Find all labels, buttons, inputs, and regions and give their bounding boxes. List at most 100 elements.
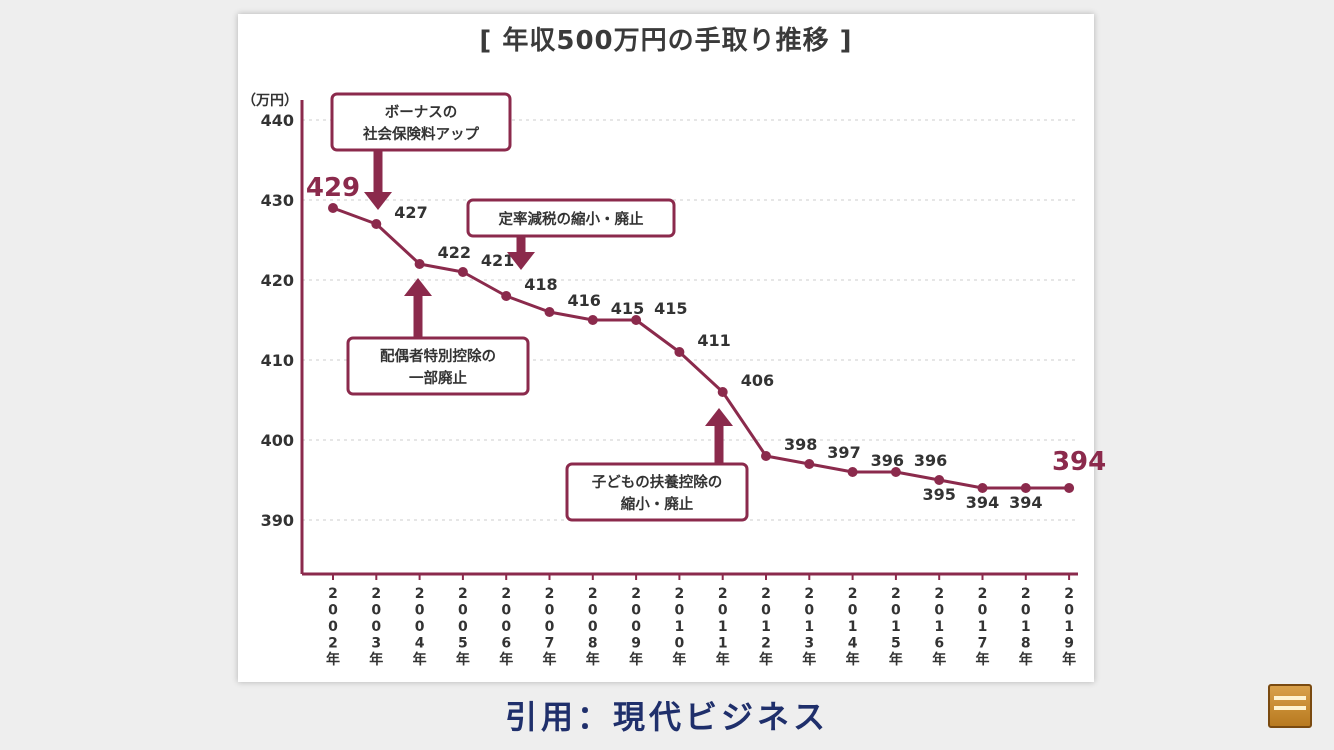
data-point [631,315,642,325]
x-tick-label: 9 [1064,636,1074,652]
x-tick-label: 2 [718,586,728,602]
x-tick-label: 2 [978,586,988,602]
x-tick-label: 0 [1021,603,1031,619]
annotation-text: 配偶者特別控除の [380,347,496,365]
x-tick-label: 0 [848,603,858,619]
x-tick-label: 1 [978,619,988,635]
x-tick-label: 2 [891,586,901,602]
x-tick-label: 年 [1062,651,1076,668]
annotation-box [330,92,512,152]
chart-title: [ 年収500万円の手取り推移 ] [479,26,853,56]
x-tick-label: 年 [1019,651,1033,668]
x-tick-label: 0 [718,603,728,619]
x-tick-label: 1 [891,619,901,635]
x-tick-label: 年 [499,651,513,668]
data-label: 422 [438,243,471,262]
annotation-box [466,198,676,238]
annotation-arrow-head [404,278,432,296]
x-tick-label: 5 [458,636,468,652]
data-label: 395 [922,485,955,504]
x-tick-label: 4 [415,636,425,652]
y-tick-label: 440 [261,111,294,130]
x-tick-label: 1 [1021,619,1031,635]
annotation-arrow-shaft [413,296,423,338]
x-tick-label: 1 [934,619,944,635]
x-tick-label: 0 [458,603,468,619]
x-tick-label: 1 [718,619,728,635]
x-tick-label: 0 [501,619,511,635]
data-label: 411 [697,331,730,350]
x-tick-label: 年 [586,651,600,668]
data-label: 398 [784,435,817,454]
x-tick-label: 1 [675,619,685,635]
x-tick-label: 2 [1064,586,1074,602]
x-tick-label: 0 [631,619,641,635]
x-tick-label: 2 [631,586,641,602]
data-point [1020,483,1031,493]
channel-logo-icon [1268,684,1312,728]
x-tick-label: 2 [371,586,381,602]
data-point [414,259,425,269]
x-tick-label: 0 [328,619,338,635]
x-tick-label: 2 [934,586,944,602]
x-tick-label: 7 [978,636,988,652]
x-tick-label: 0 [978,603,988,619]
annotation-arrow-shaft [516,236,526,252]
annotation-text: 社会保険料アップ [362,125,479,143]
x-tick-label: 年 [629,651,643,668]
x-tick-label: 4 [848,636,858,652]
data-label: 421 [481,251,514,270]
x-tick-label: 3 [804,636,814,652]
x-tick-label: 2 [588,586,598,602]
x-tick-label: 1 [1064,619,1074,635]
x-tick-label: 7 [545,636,555,652]
data-point [804,459,815,469]
x-tick-label: 0 [1064,603,1074,619]
annotation-arrow-head [364,192,392,210]
x-tick-label: 0 [415,619,425,635]
annotation-arrow-head [705,408,733,426]
x-tick-label: 6 [501,636,511,652]
annotation-arrow-shaft [714,426,724,464]
x-tick-label: 0 [415,603,425,619]
x-tick-label: 1 [848,619,858,635]
annotation-text: 縮小・廃止 [621,495,694,513]
x-tick-label: 年 [802,651,816,668]
x-tick-label: 1 [761,619,771,635]
annotation-box [346,336,530,396]
x-tick-label: 2 [415,586,425,602]
x-tick-label: 2 [458,586,468,602]
data-point [717,387,728,397]
x-tick-label: 年 [672,651,686,668]
x-tick-label: 0 [328,603,338,619]
x-tick-label: 2 [761,636,771,652]
x-tick-label: 0 [458,619,468,635]
y-tick-label: 420 [261,271,294,290]
annotation-arrow-shaft [373,150,383,192]
y-tick-label: 390 [261,511,294,530]
data-label: 396 [871,451,904,470]
data-label: 415 [611,299,644,318]
data-point [674,347,685,357]
x-tick-label: 年 [456,651,470,668]
x-tick-label: 0 [371,619,381,635]
annotation-box [565,462,749,522]
data-point [977,483,988,493]
annotation-text: ボーナスの [385,104,458,121]
data-point [371,219,382,229]
x-tick-label: 3 [371,636,381,652]
data-point [544,307,555,317]
data-label: 427 [394,203,427,222]
x-tick-label: 0 [588,603,598,619]
x-tick-label: 0 [501,603,511,619]
x-tick-label: 年 [889,651,903,668]
x-tick-label: 年 [543,651,557,668]
data-point [1064,483,1075,493]
x-tick-label: 8 [588,636,598,652]
data-point [328,203,338,213]
x-tick-label: 0 [934,603,944,619]
x-tick-label: 0 [371,603,381,619]
data-label: 396 [914,451,947,470]
y-tick-label: 400 [261,431,294,450]
x-tick-label: 2 [328,586,338,602]
